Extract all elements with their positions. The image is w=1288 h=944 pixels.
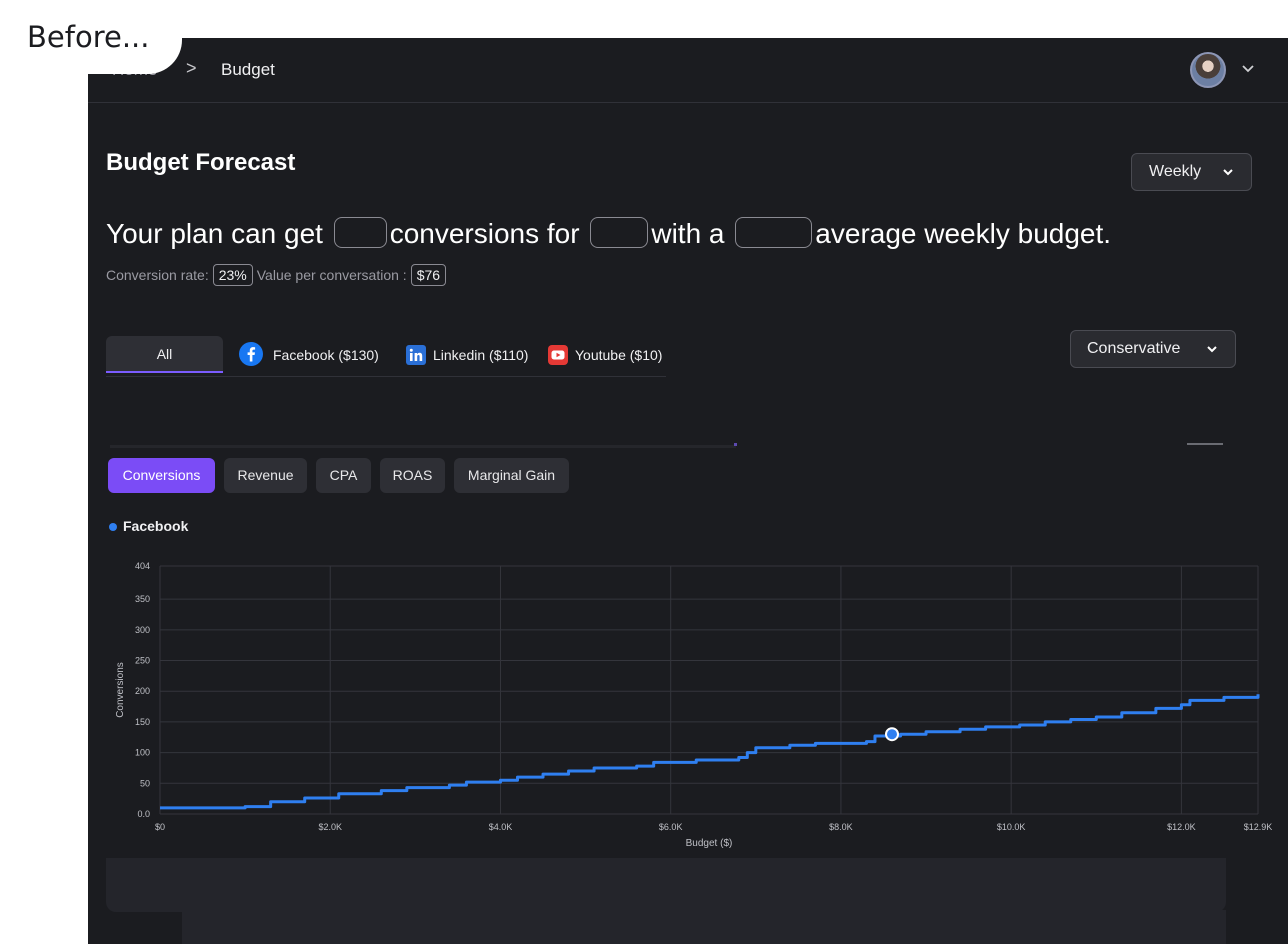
headline-text-1: Your plan can get xyxy=(106,218,323,249)
highlight-point xyxy=(885,727,899,742)
conversion-rate-value: 23% xyxy=(212,264,253,286)
legend-label-facebook: Facebook xyxy=(123,518,189,534)
youtube-icon xyxy=(548,345,568,365)
app-window: Home > Budget Budget Forecast Weekly You… xyxy=(88,38,1288,944)
tab-facebook-label: Facebook ($130) xyxy=(273,347,379,363)
chevron-down-icon[interactable] xyxy=(1240,60,1256,76)
y-tick-label: 0.0 xyxy=(137,809,150,819)
y-tick-label: 50 xyxy=(140,778,150,788)
loading-track xyxy=(110,445,736,448)
period-dropdown-label: Weekly xyxy=(1149,163,1202,180)
metric-tab-cpa[interactable]: CPA xyxy=(316,458,371,493)
before-label: Before... xyxy=(27,20,150,54)
value-per-conversation-value: $76 xyxy=(410,264,447,286)
x-tick-label: $12.0K xyxy=(1167,822,1196,832)
legend-dot xyxy=(109,523,117,531)
conversions-field[interactable] xyxy=(333,217,387,249)
x-tick-label: $2.0K xyxy=(318,822,342,832)
avatar[interactable] xyxy=(1190,52,1226,88)
x-tick-label: $12.9K xyxy=(1244,822,1273,832)
x-tick-label: $6.0K xyxy=(659,822,683,832)
chevron-down-icon xyxy=(1223,169,1233,176)
breadcrumb-current: Budget xyxy=(221,60,275,79)
budget-field[interactable] xyxy=(735,217,813,249)
conversions-chart[interactable]: 0.0 50 100 150 200 250 300 350 404 $0 $2.0K $4.0K $6… xyxy=(88,38,1288,858)
tab-youtube-label: Youtube ($10) xyxy=(575,347,663,363)
before-label-overlay: Before... xyxy=(0,0,182,74)
tab-all[interactable]: All xyxy=(106,336,223,373)
x-tick-label: $4.0K xyxy=(489,822,513,832)
y-tick-label: 350 xyxy=(135,594,150,604)
y-tick-label: 300 xyxy=(135,625,150,635)
y-tick-label: 250 xyxy=(135,656,150,666)
metric-tab-roas[interactable]: ROAS xyxy=(380,458,445,493)
scenario-dropdown-label: Conservative xyxy=(1087,340,1181,357)
value-field[interactable] xyxy=(590,217,649,249)
channel-tabs: All Facebook ($130) Linkedin ($110) xyxy=(106,336,666,377)
tab-all-label: All xyxy=(156,346,173,362)
y-tick-label: 100 xyxy=(135,748,150,758)
tab-linkedin-label: Linkedin ($110) xyxy=(433,347,529,363)
x-tick-label: $0 xyxy=(155,822,165,832)
headline-text-2: conversions for xyxy=(389,218,580,249)
bottom-panel xyxy=(106,858,1226,912)
bottom-panel-lower xyxy=(182,910,1226,944)
y-axis-label: Conversions xyxy=(115,662,126,718)
chevron-down-icon xyxy=(1207,346,1217,353)
loading-indicator xyxy=(734,443,737,446)
x-tick-label: $8.0K xyxy=(829,822,853,832)
x-axis-label: Budget ($) xyxy=(686,838,733,849)
series-line-facebook xyxy=(160,694,1260,810)
page-title: Budget Forecast xyxy=(106,149,296,176)
x-tick-label: $10.0K xyxy=(997,822,1026,832)
scenario-dropdown[interactable]: Conservative xyxy=(1070,330,1236,368)
divider xyxy=(1187,443,1223,445)
metric-tab-marginal-gain[interactable]: Marginal Gain xyxy=(454,458,569,493)
metric-tab-conversions[interactable]: Conversions xyxy=(108,458,215,493)
value-per-conversation-label: Value per conversation : xyxy=(256,267,407,283)
y-tick-label: 200 xyxy=(135,686,150,696)
metric-tab-revenue[interactable]: Revenue xyxy=(224,458,307,493)
chart-legend: Facebook xyxy=(109,518,188,534)
y-tick-label: 404 xyxy=(135,561,150,571)
headline-text-4: average weekly budget. xyxy=(815,218,1112,249)
period-dropdown[interactable]: Weekly xyxy=(1131,153,1252,191)
y-tick-label: 150 xyxy=(135,717,150,727)
chevron-right-icon: > xyxy=(186,58,197,78)
conversion-rate-label: Conversion rate: xyxy=(106,267,209,283)
facebook-icon xyxy=(239,342,263,366)
linkedin-icon xyxy=(406,345,426,365)
headline-text-3: with a xyxy=(651,218,725,249)
forecast-headline: Your plan can get conversions for with a… xyxy=(106,217,1112,251)
stats-line: Conversion rate: 23% Value per conversatio… xyxy=(106,264,450,286)
